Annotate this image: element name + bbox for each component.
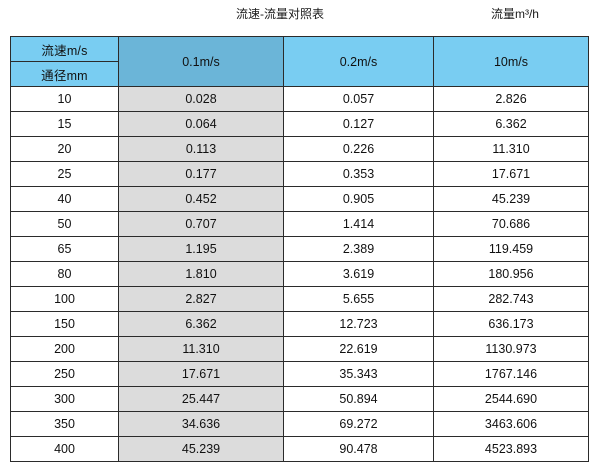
cell-flow-v10: 180.956 <box>433 261 589 287</box>
table-row: 250 17.671 35.343 1767.146 <box>10 361 589 387</box>
cell-flow-v02: 0.905 <box>283 186 434 212</box>
table-row: 10 0.028 0.057 2.826 <box>10 86 589 112</box>
cell-flow-v01: 0.113 <box>118 136 284 162</box>
table-row: 40 0.452 0.905 45.239 <box>10 186 589 212</box>
cell-flow-v10: 45.239 <box>433 186 589 212</box>
table-row: 300 25.447 50.894 2544.690 <box>10 386 589 412</box>
cell-flow-v01: 17.671 <box>118 361 284 387</box>
cell-diameter: 200 <box>10 336 119 362</box>
cell-flow-v01: 0.452 <box>118 186 284 212</box>
table-row: 200 11.310 22.619 1130.973 <box>10 336 589 362</box>
cell-flow-v01: 11.310 <box>118 336 284 362</box>
flow-velocity-table-container: 流速m/s 0.1m/s 0.2m/s 10m/s 通径mm 10 0.028 0.… <box>10 36 589 462</box>
table-row: 150 6.362 12.723 636.173 <box>10 311 589 337</box>
cell-flow-v02: 90.478 <box>283 436 434 462</box>
table-row: 100 2.827 5.655 282.743 <box>10 286 589 312</box>
cell-flow-v02: 12.723 <box>283 311 434 337</box>
table-row: 350 34.636 69.272 3463.606 <box>10 411 589 437</box>
cell-flow-v01: 45.239 <box>118 436 284 462</box>
cell-flow-v01: 1.810 <box>118 261 284 287</box>
header-row-diameter: 通径mm <box>10 61 589 87</box>
cell-diameter: 50 <box>10 211 119 237</box>
cell-flow-v02: 5.655 <box>283 286 434 312</box>
cell-flow-v01: 0.028 <box>118 86 284 112</box>
cell-flow-v02: 50.894 <box>283 386 434 412</box>
header-column-0.2ms: 0.2m/s <box>283 36 434 87</box>
cell-flow-v02: 35.343 <box>283 361 434 387</box>
cell-flow-v01: 0.064 <box>118 111 284 137</box>
cell-diameter: 10 <box>10 86 119 112</box>
cell-diameter: 25 <box>10 161 119 187</box>
cell-diameter: 40 <box>10 186 119 212</box>
table-row: 50 0.707 1.414 70.686 <box>10 211 589 237</box>
header-column-10ms: 10m/s <box>433 36 589 87</box>
table-head: 流速m/s 0.1m/s 0.2m/s 10m/s 通径mm <box>10 36 589 87</box>
cell-flow-v01: 0.177 <box>118 161 284 187</box>
cell-flow-v01: 25.447 <box>118 386 284 412</box>
table-row: 20 0.113 0.226 11.310 <box>10 136 589 162</box>
cell-flow-v10: 1130.973 <box>433 336 589 362</box>
cell-flow-v10: 4523.893 <box>433 436 589 462</box>
cell-flow-v01: 1.195 <box>118 236 284 262</box>
cell-flow-v02: 3.619 <box>283 261 434 287</box>
table-row: 400 45.239 90.478 4523.893 <box>10 436 589 462</box>
cell-diameter: 80 <box>10 261 119 287</box>
cell-flow-v10: 119.459 <box>433 236 589 262</box>
cell-flow-v10: 2.826 <box>433 86 589 112</box>
cell-diameter: 400 <box>10 436 119 462</box>
table-row: 15 0.064 0.127 6.362 <box>10 111 589 137</box>
cell-diameter: 150 <box>10 311 119 337</box>
cell-flow-v10: 282.743 <box>433 286 589 312</box>
cell-flow-v10: 2544.690 <box>433 386 589 412</box>
cell-diameter: 65 <box>10 236 119 262</box>
cell-flow-v02: 22.619 <box>283 336 434 362</box>
flow-velocity-table: 流速m/s 0.1m/s 0.2m/s 10m/s 通径mm 10 0.028 0.… <box>10 36 589 462</box>
cell-diameter: 300 <box>10 386 119 412</box>
cell-flow-v01: 6.362 <box>118 311 284 337</box>
cell-flow-v10: 1767.146 <box>433 361 589 387</box>
cell-flow-v10: 11.310 <box>433 136 589 162</box>
cell-flow-v10: 636.173 <box>433 311 589 337</box>
cell-diameter: 350 <box>10 411 119 437</box>
cell-flow-v01: 2.827 <box>118 286 284 312</box>
header-row-velocity: 流速m/s 0.1m/s 0.2m/s 10m/s <box>10 36 589 87</box>
cell-flow-v02: 2.389 <box>283 236 434 262</box>
table-row: 25 0.177 0.353 17.671 <box>10 161 589 187</box>
caption-strip: 流速-流量对照表 流量m³/h <box>0 0 600 32</box>
cell-diameter: 15 <box>10 111 119 137</box>
cell-flow-v01: 34.636 <box>118 411 284 437</box>
chart-title: 流速-流量对照表 <box>236 7 324 21</box>
flow-unit-label: 流量m³/h <box>490 7 539 21</box>
cell-flow-v02: 0.353 <box>283 161 434 187</box>
table-body: 10 0.028 0.057 2.826 15 0.064 0.127 6.362 20 0.11… <box>10 86 589 462</box>
table-row: 80 1.810 3.619 180.956 <box>10 261 589 287</box>
cell-flow-v10: 6.362 <box>433 111 589 137</box>
cell-flow-v10: 70.686 <box>433 211 589 237</box>
cell-flow-v02: 0.057 <box>283 86 434 112</box>
cell-flow-v02: 69.272 <box>283 411 434 437</box>
cell-flow-v10: 17.671 <box>433 161 589 187</box>
header-diameter-label: 通径mm <box>10 61 119 87</box>
cell-flow-v02: 0.127 <box>283 111 434 137</box>
cell-diameter: 250 <box>10 361 119 387</box>
header-column-0.1ms: 0.1m/s <box>118 36 284 87</box>
header-velocity-label: 流速m/s <box>10 36 119 62</box>
cell-flow-v02: 0.226 <box>283 136 434 162</box>
cell-diameter: 100 <box>10 286 119 312</box>
cell-flow-v02: 1.414 <box>283 211 434 237</box>
table-row: 65 1.195 2.389 119.459 <box>10 236 589 262</box>
cell-diameter: 20 <box>10 136 119 162</box>
cell-flow-v01: 0.707 <box>118 211 284 237</box>
cell-flow-v10: 3463.606 <box>433 411 589 437</box>
